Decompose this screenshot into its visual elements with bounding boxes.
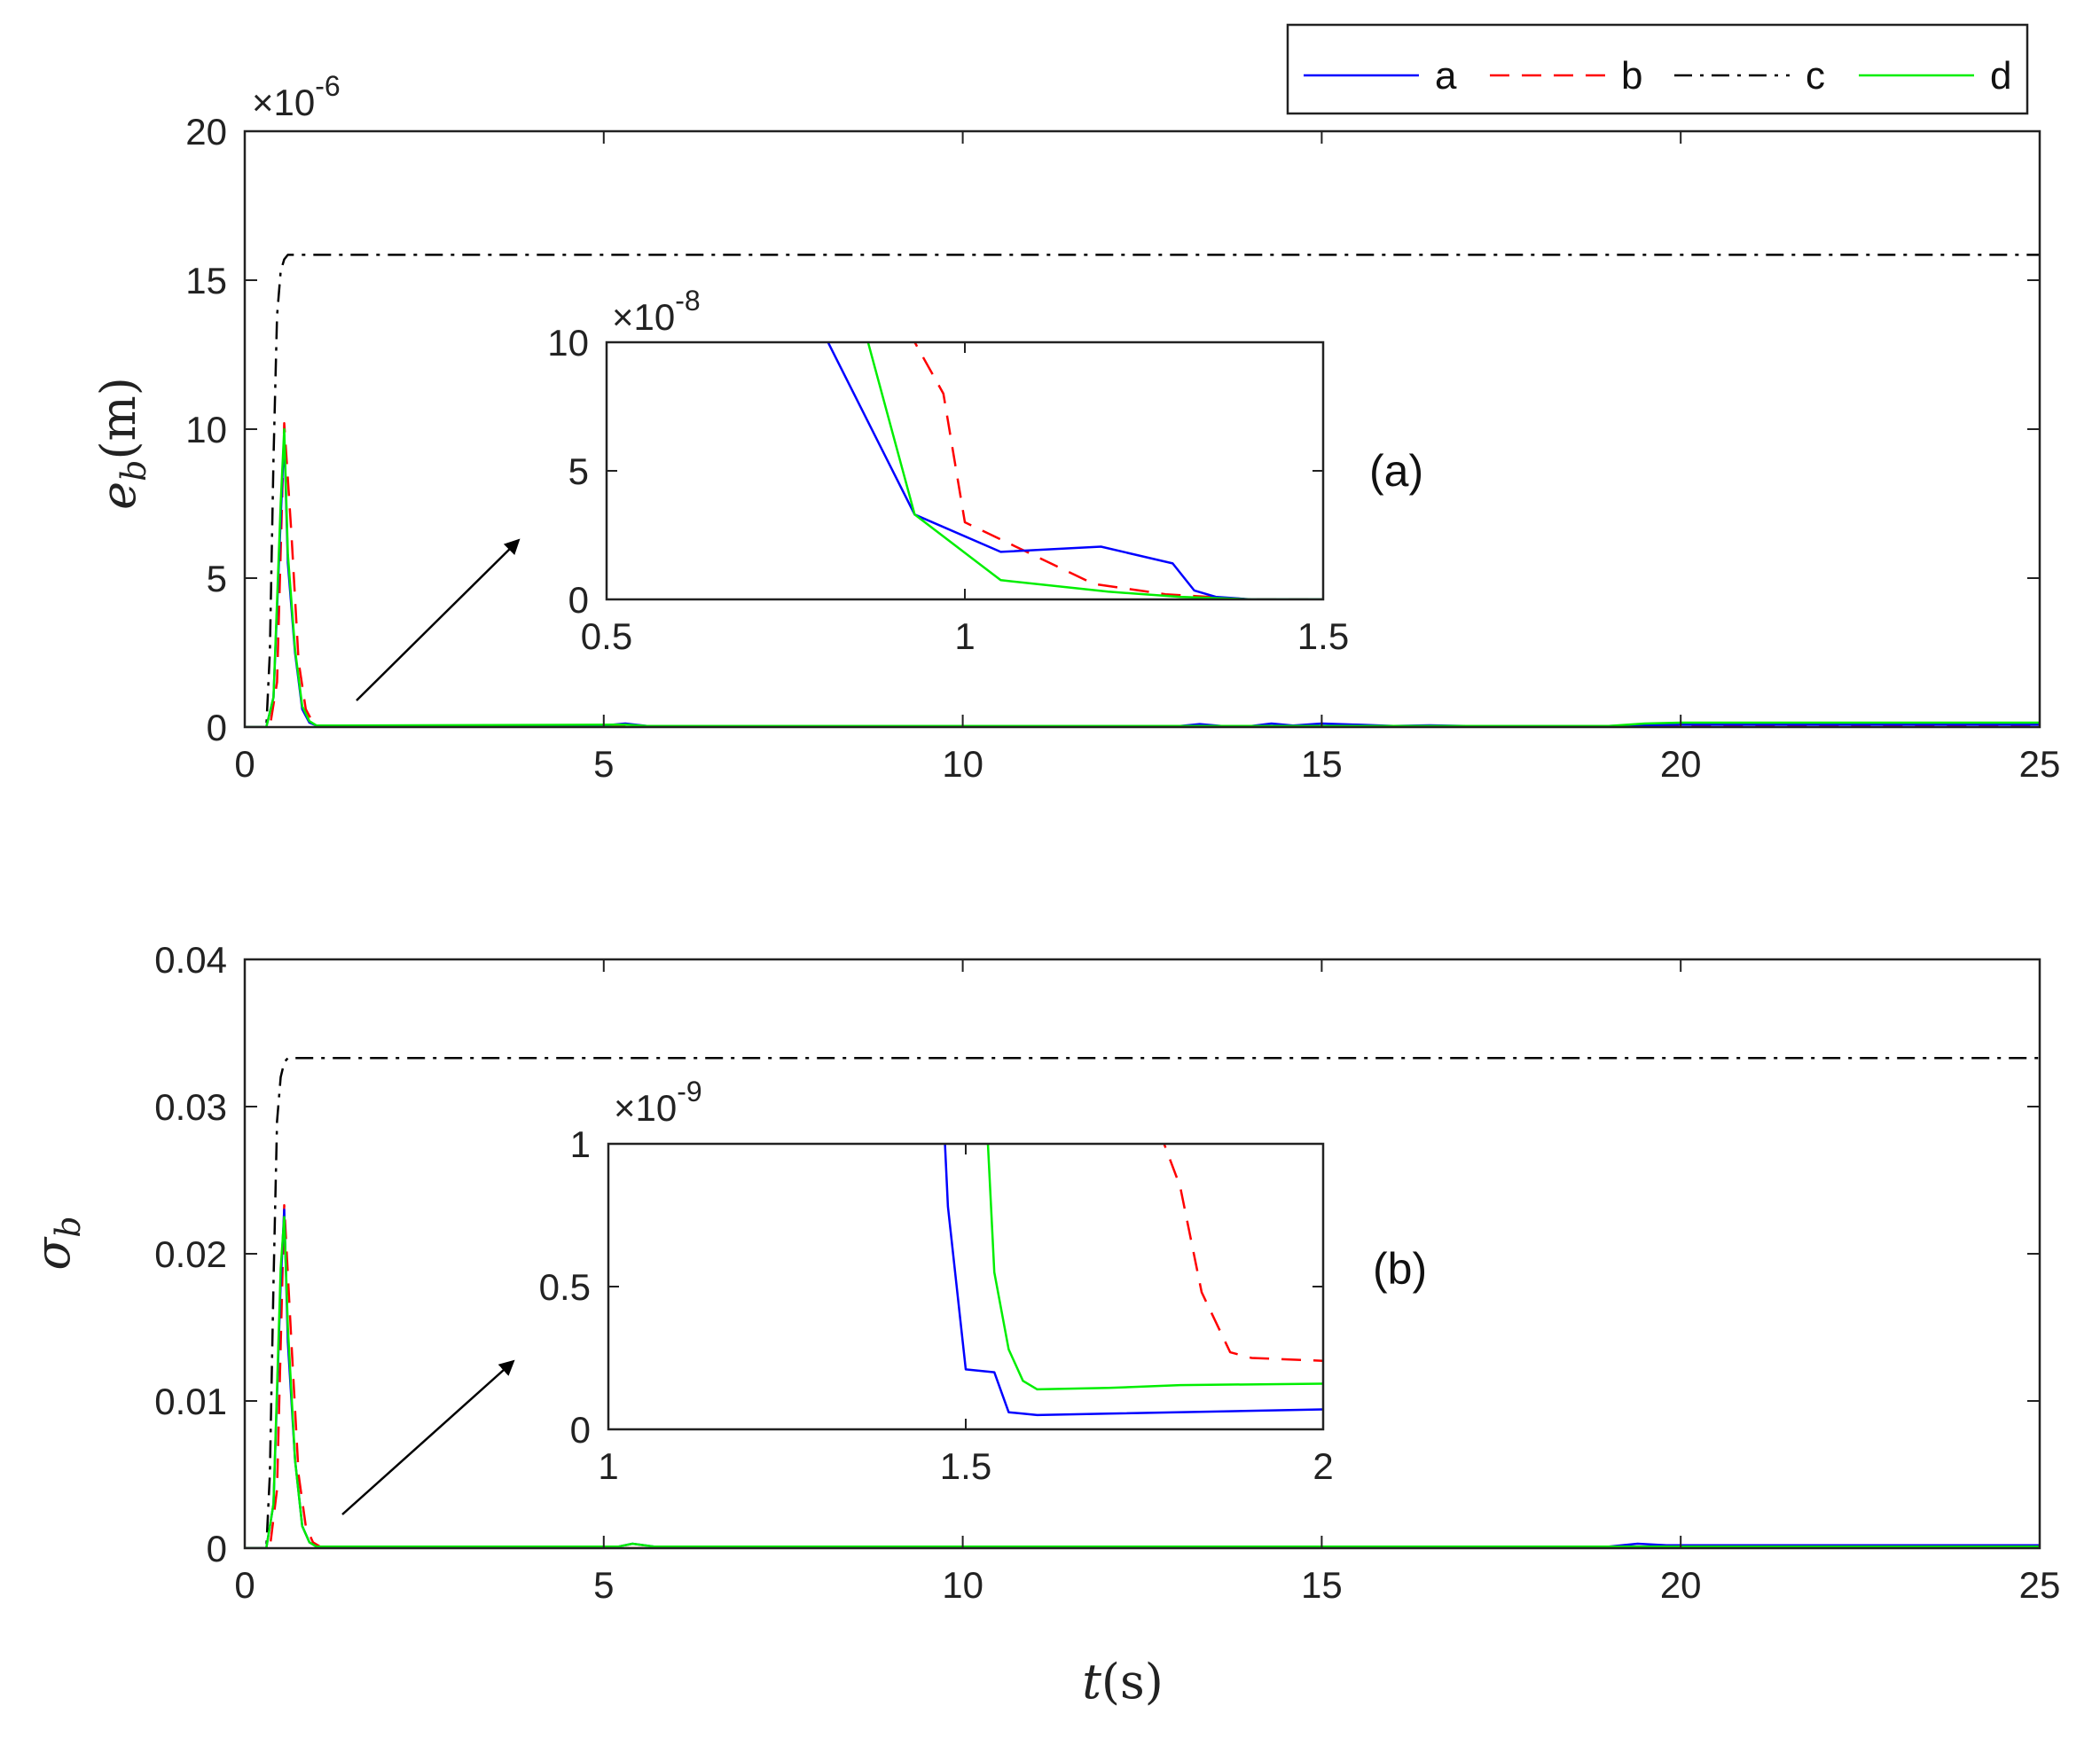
panel-b-ytick-label-3: 0.03 <box>154 1086 227 1128</box>
panel-b-inset-xtick-label-0: 1 <box>598 1445 618 1487</box>
panel-b-inset-series-b <box>1163 1144 1323 1362</box>
panel-b-inset-series-a <box>944 1144 1323 1417</box>
panel-a-inset-exponent-base: ×10 <box>612 296 675 338</box>
panel-a-ytick-label-3: 15 <box>185 260 227 301</box>
panel-a-ylabel-sub: b <box>114 460 153 481</box>
legend-label-b: b <box>1621 54 1642 98</box>
legend-box <box>1286 23 2029 115</box>
panel-a-inset-xtick-label-0: 0.5 <box>581 615 632 657</box>
panel-a-exponent-base: ×10 <box>252 82 315 123</box>
legend-label-c: c <box>1806 54 1825 98</box>
legend-label-d: d <box>1990 54 2011 98</box>
panel-a-xtick-label-2: 10 <box>942 743 983 785</box>
panel-a-xtick-label-5: 25 <box>2019 743 2061 785</box>
panel-b-inset-background <box>608 1144 1323 1429</box>
panel-a-ytick-label-2: 10 <box>185 409 227 450</box>
panel-b-ytick-label-4: 0.04 <box>154 939 227 981</box>
panel-b-inset-exponent-power: -9 <box>677 1076 701 1107</box>
panel-a-inset-ytick-label-1: 5 <box>568 450 589 492</box>
panel-a-inset-xtick-label-1: 1 <box>954 615 975 657</box>
panel-b-inset-ytick-label-1: 0.5 <box>539 1266 591 1308</box>
panel-b-ytick-label-0: 0 <box>207 1528 227 1569</box>
panel-a-inset-series-d <box>866 342 1323 599</box>
panel-a-xtick-label-0: 0 <box>234 743 255 785</box>
panel-a-inset-ytick-label-2: 10 <box>547 322 589 364</box>
panel-a-xtick-label-3: 15 <box>1301 743 1343 785</box>
panel-a-ylabel-unit: (m) <box>90 377 146 459</box>
legend: a b c d <box>1286 23 2029 115</box>
panel-a-exponent: ×10-6 <box>252 70 341 123</box>
panel-b-xtick-label-0: 0 <box>234 1564 255 1606</box>
panel-b-inset: 1 1.5 2 0 0.5 1 <box>539 1123 1334 1487</box>
panel-b-inset-series-d <box>986 1144 1323 1391</box>
panel-a-label: (a) <box>1369 446 1423 496</box>
panel-a-inset-ytick-label-0: 0 <box>568 579 589 621</box>
panel-a-xtick-label-1: 5 <box>593 743 614 785</box>
panel-b-ylabel-sub: b <box>49 1216 88 1237</box>
panel-b-inset-exponent: ×10-9 <box>614 1076 702 1129</box>
x-axis-label: t(s) <box>1082 1654 1164 1710</box>
panel-b-ylabel: σb <box>25 1216 88 1270</box>
legend-label-a: a <box>1435 54 1457 98</box>
panel-b-zoom-arrow <box>341 1359 515 1515</box>
panel-b-series-c <box>245 1056 2040 1548</box>
panel-b-ytick-label-1: 0.01 <box>154 1381 227 1422</box>
panel-a-series-d <box>245 427 2040 727</box>
panel-a-inset: 0.5 1 1.5 0 5 10 <box>547 322 1349 657</box>
panel-a-ytick-label-1: 5 <box>207 558 227 599</box>
panel-a-xtick-label-4: 20 <box>1660 743 1702 785</box>
panel-b-label: (b) <box>1373 1244 1427 1294</box>
panel-a-series-c <box>245 254 2040 727</box>
panel-b-inset-xtick-label-2: 2 <box>1312 1445 1333 1487</box>
panel-b-inset-ytick-label-0: 0 <box>570 1409 591 1451</box>
panel-a-exponent-power: -6 <box>315 70 340 102</box>
panel-a-inset-xtick-label-2: 1.5 <box>1297 615 1349 657</box>
panel-b-series-d <box>245 1216 2040 1548</box>
panel-b-inset-exponent-base: ×10 <box>614 1087 677 1129</box>
panel-b-xtick-label-3: 15 <box>1301 1564 1343 1606</box>
panel-a-ylabel: eb(m) <box>90 377 153 510</box>
panel-b-xtick-label-2: 10 <box>942 1564 983 1606</box>
panel-b-xtick-label-4: 20 <box>1660 1564 1702 1606</box>
svg-text:×10-6: ×10-6 <box>252 70 341 123</box>
panel-b-inset-xtick-label-1: 1.5 <box>940 1445 991 1487</box>
x-axis-label-unit: (s) <box>1101 1654 1164 1710</box>
panel-a-ytick-label-4: 20 <box>185 111 227 153</box>
panel-b-inset-ytick-label-2: 1 <box>570 1123 591 1165</box>
panel-a-inset-exponent: ×10-8 <box>612 285 701 338</box>
panel-b-xtick-label-1: 5 <box>593 1564 614 1606</box>
x-axis-label-main: t <box>1082 1654 1101 1710</box>
panel-a-ytick-label-0: 0 <box>207 707 227 748</box>
panel-a-zoom-arrow <box>356 538 521 701</box>
panel-a-inset-exponent-power: -8 <box>675 285 700 317</box>
panel-b-xtick-label-5: 25 <box>2019 1564 2061 1606</box>
panel-a-ylabel-main: e <box>90 481 146 510</box>
panel-b-ylabel-main: σ <box>25 1236 81 1271</box>
panel-a-inset-background <box>607 342 1323 599</box>
svg-text:×10-8: ×10-8 <box>612 285 701 338</box>
svg-text:×10-9: ×10-9 <box>614 1076 702 1129</box>
panel-b-ytick-label-2: 0.02 <box>154 1233 227 1275</box>
